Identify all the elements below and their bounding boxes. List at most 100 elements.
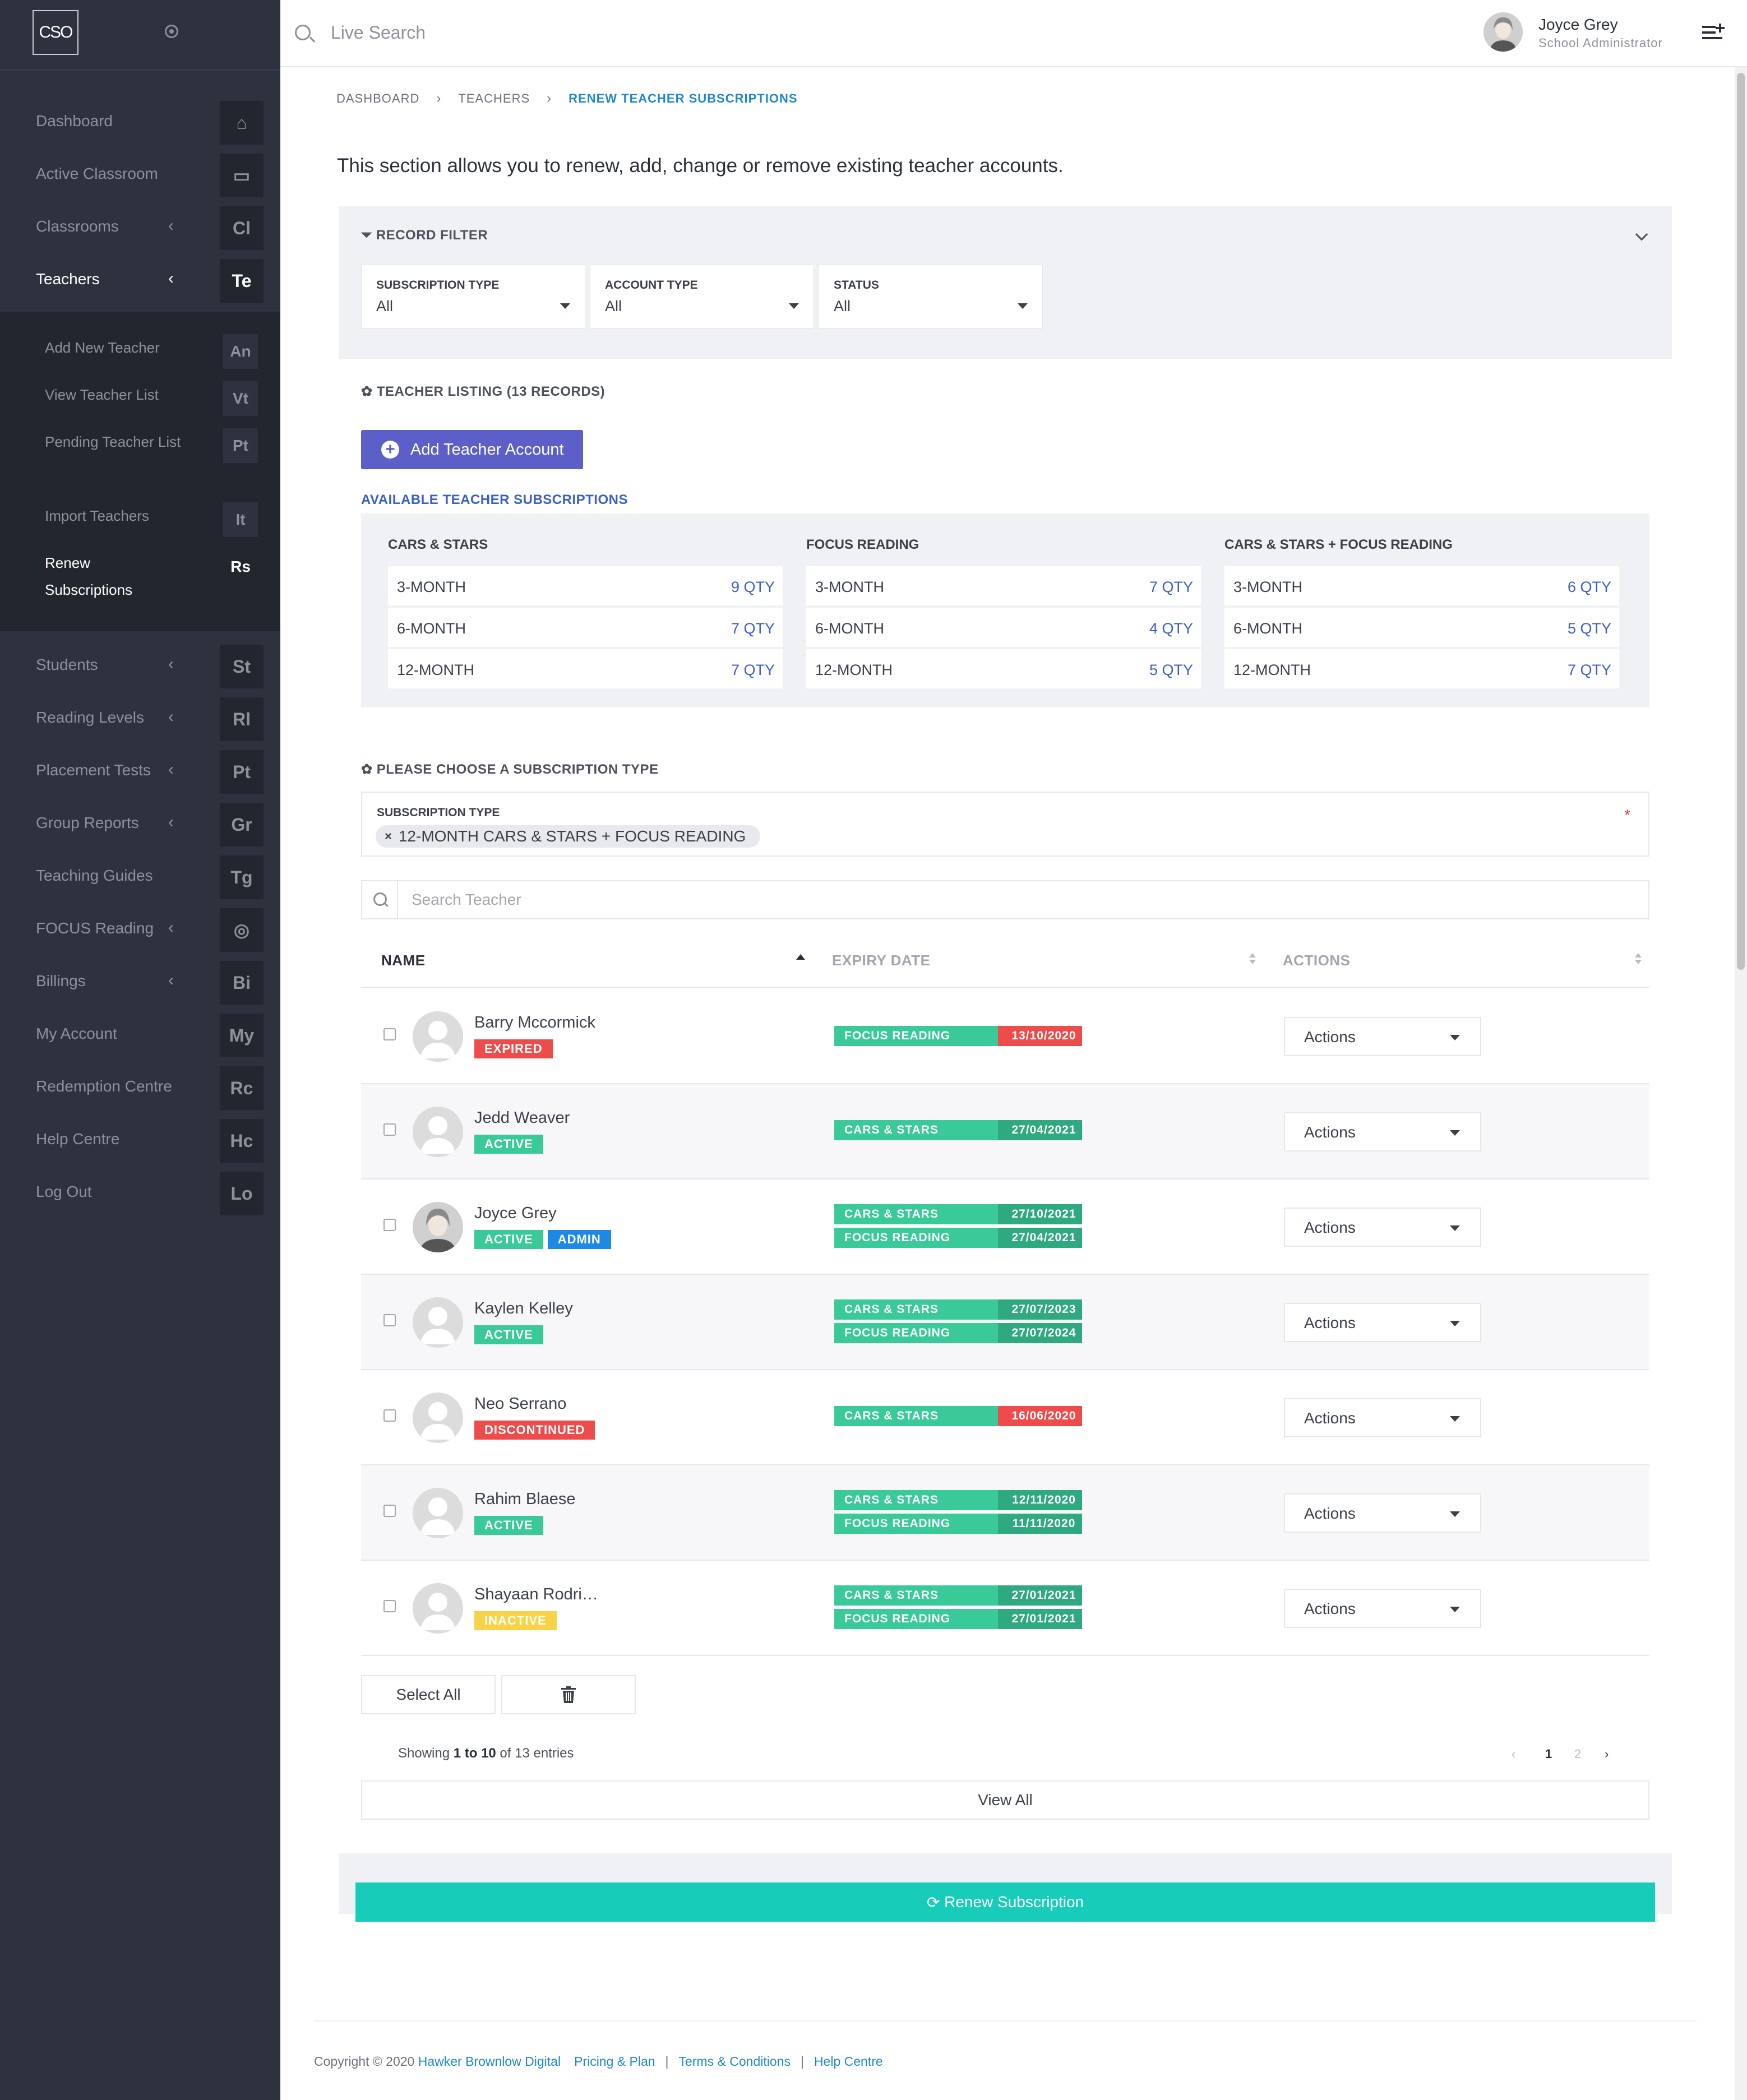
sidebar-item-redemption-centre[interactable]: Redemption Centre Rc — [0, 1062, 280, 1114]
sidebar-item-group-reports[interactable]: Group Reports ‹ Gr — [0, 798, 280, 851]
table-row: Barry Mccormick EXPIRED FOCUS READING 13/… — [361, 989, 1649, 1084]
actions-dropdown[interactable]: Actions — [1284, 1208, 1481, 1247]
chevron-left-icon: ‹ — [168, 918, 174, 937]
row-checkbox[interactable] — [383, 1409, 396, 1422]
showing-suffix: of 13 entries — [496, 1746, 574, 1761]
sidebar-item-teaching-guides[interactable]: Teaching Guides Tg — [0, 851, 280, 904]
copyright: Copyright © 2020 — [314, 2054, 418, 2069]
scrollbar-thumb[interactable] — [1737, 73, 1745, 970]
subscription-expiry-bar: CARS & STARS 12/11/2020 — [834, 1490, 1082, 1510]
row-checkbox[interactable] — [383, 1314, 396, 1326]
pagination-page[interactable]: 2 — [1574, 1747, 1582, 1761]
sidebar-item-help-centre[interactable]: Help Centre Hc — [0, 1114, 280, 1167]
teacher-name[interactable]: Shayaan Rodri… — [474, 1585, 598, 1603]
view-all-button[interactable]: View All — [361, 1780, 1649, 1820]
row-checkbox[interactable] — [383, 1505, 396, 1517]
user-name[interactable]: Joyce Grey — [1538, 16, 1618, 33]
sidebar-item-reading-levels[interactable]: Reading Levels ‹ Rl — [0, 693, 280, 746]
record-filter-label: RECORD FILTER — [376, 228, 488, 243]
sidebar-item-log-out[interactable]: Log Out Lo — [0, 1167, 280, 1220]
actions-dropdown[interactable]: Actions — [1284, 1398, 1481, 1437]
company-link[interactable]: Hawker Brownlow Digital — [418, 2054, 561, 2069]
teacher-name[interactable]: Barry Mccormick — [474, 1014, 595, 1032]
sidebar-item-my-account[interactable]: My Account My — [0, 1009, 280, 1062]
row-checkbox[interactable] — [383, 1219, 396, 1231]
remove-tag-icon[interactable]: × — [385, 829, 392, 843]
pagination-prev[interactable]: ‹ — [1512, 1747, 1516, 1761]
sidebar-item-billings[interactable]: Billings ‹ Bi — [0, 956, 280, 1009]
sidebar-item-placement-tests[interactable]: Placement Tests ‹ Pt — [0, 746, 280, 798]
delete-button[interactable] — [501, 1675, 636, 1714]
search-teacher-input[interactable] — [412, 888, 1533, 912]
column-header-name[interactable]: NAME — [381, 952, 426, 969]
sidebar-item-students[interactable]: Students ‹ St — [0, 640, 280, 693]
footer-separator: | — [665, 2054, 669, 2069]
row-checkbox[interactable] — [383, 1600, 396, 1612]
pagination-next[interactable]: › — [1605, 1747, 1609, 1761]
row-checkbox[interactable] — [383, 1028, 396, 1040]
avatar[interactable] — [1483, 12, 1523, 52]
table-row: Jedd Weaver ACTIVE CARS & STARS 27/04/202… — [361, 1084, 1649, 1179]
actions-dropdown[interactable]: Actions — [1284, 1112, 1481, 1151]
scrollbar[interactable] — [1735, 67, 1747, 2100]
actions-dropdown[interactable]: Actions — [1284, 1303, 1481, 1342]
sidebar-item-focus-reading[interactable]: FOCUS Reading ‹ ◎ — [0, 904, 280, 956]
chevron-down-icon[interactable] — [1635, 228, 1648, 241]
status-badge: ACTIVE — [474, 1230, 543, 1249]
submenu-item-label: Pending Teacher List — [45, 433, 181, 450]
actions-label: Actions — [1304, 1123, 1356, 1141]
selected-subscription-tag[interactable]: × 12-MONTH CARS & STARS + FOCUS READING — [376, 825, 761, 848]
account-type-select[interactable]: ACCOUNT TYPE All — [590, 265, 814, 329]
chevron-left-icon: ‹ — [168, 760, 174, 779]
breadcrumb-teachers[interactable]: TEACHERS — [458, 91, 530, 105]
teacher-name[interactable]: Kaylen Kelley — [474, 1299, 573, 1317]
teacher-listing-title: ✿ TEACHER LISTING (13 RECORDS) — [361, 383, 605, 400]
search-icon[interactable] — [295, 25, 311, 40]
choose-subscription-title: ✿ PLEASE CHOOSE A SUBSCRIPTION TYPE — [361, 761, 659, 778]
sidebar-item-classrooms[interactable]: Classrooms ‹ Cl — [0, 202, 280, 255]
subscription-type-field[interactable]: SUBSCRIPTION TYPE * × 12-MONTH CARS & STA… — [361, 792, 1649, 857]
footer-link-terms[interactable]: Terms & Conditions — [678, 2054, 791, 2069]
column-header-expiry[interactable]: EXPIRY DATE — [832, 952, 931, 969]
sidebar-item-active-classroom[interactable]: Active Classroom ▭ — [0, 149, 280, 202]
sort-icon[interactable] — [1635, 953, 1642, 965]
footer-link-help[interactable]: Help Centre — [814, 2054, 883, 2069]
footer-link-pricing[interactable]: Pricing & Plan — [574, 2054, 655, 2069]
select-label: ACCOUNT TYPE — [605, 279, 698, 292]
user-role: School Administrator — [1538, 36, 1663, 50]
status-select[interactable]: STATUS All — [819, 265, 1043, 329]
teacher-listing-label: TEACHER LISTING (13 RECORDS) — [376, 384, 606, 399]
breadcrumb-dashboard[interactable]: DASHBOARD — [336, 91, 420, 105]
term-label: 6-MONTH — [815, 620, 884, 637]
row-checkbox[interactable] — [383, 1123, 396, 1136]
sort-asc-icon[interactable] — [796, 954, 805, 960]
subscription-expiry-bar: CARS & STARS 27/07/2023 — [834, 1299, 1082, 1320]
pagination-page[interactable]: 1 — [1545, 1747, 1552, 1761]
status-badge: ACTIVE — [474, 1516, 543, 1535]
add-teacher-account-button[interactable]: + Add Teacher Account — [361, 430, 583, 469]
subscription-type-select[interactable]: SUBSCRIPTION TYPE All — [361, 265, 585, 329]
teacher-name[interactable]: Rahim Blaese — [474, 1490, 576, 1508]
expiry-date: 13/10/2020 — [998, 1026, 1082, 1046]
live-search-input[interactable]: Live Search — [331, 22, 426, 43]
record-filter-title[interactable]: ⏷ RECORD FILTER — [361, 228, 488, 243]
app-logo[interactable]: CSO — [33, 10, 78, 55]
add-list-icon[interactable] — [1702, 22, 1725, 43]
qty-value: 9 QTY — [731, 579, 775, 595]
actions-dropdown[interactable]: Actions — [1284, 1589, 1481, 1628]
sidebar-toggle-icon[interactable] — [165, 25, 178, 38]
sidebar-item-teachers[interactable]: Teachers ‹ Te — [0, 255, 280, 307]
sidebar-item-label: FOCUS Reading — [36, 919, 154, 937]
page-intro: This section allows you to renew, add, c… — [337, 155, 1064, 177]
column-header-actions[interactable]: ACTIONS — [1283, 952, 1351, 969]
actions-dropdown[interactable]: Actions — [1284, 1493, 1481, 1533]
renew-subscription-button[interactable]: ⟳ Renew Subscription — [355, 1882, 1655, 1922]
select-all-button[interactable]: Select All — [361, 1675, 496, 1714]
sidebar-item-dashboard[interactable]: Dashboard ⌂ — [0, 96, 280, 149]
teacher-name[interactable]: Jedd Weaver — [474, 1109, 570, 1127]
teacher-name[interactable]: Joyce Grey — [474, 1204, 557, 1222]
sort-icon[interactable] — [1249, 953, 1256, 965]
teacher-name[interactable]: Neo Serrano — [474, 1395, 567, 1413]
actions-dropdown[interactable]: Actions — [1284, 1017, 1481, 1056]
expiry-date: 16/06/2020 — [998, 1406, 1082, 1426]
